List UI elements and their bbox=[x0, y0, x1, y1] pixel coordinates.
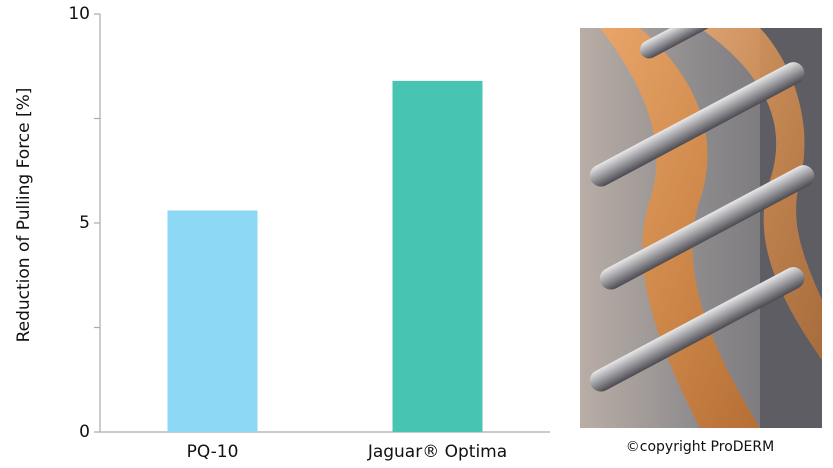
bar bbox=[392, 80, 483, 432]
photo-caption: ©copyright ProDERM bbox=[626, 439, 774, 455]
y-tick-label: 10 bbox=[68, 4, 90, 24]
y-axis-label: Reduction of Pulling Force [%] bbox=[14, 88, 34, 343]
x-tick-label: Jaguar® Optima bbox=[367, 442, 507, 462]
y-tick-label: 0 bbox=[79, 422, 90, 442]
bar bbox=[167, 210, 258, 432]
photo bbox=[580, 28, 822, 428]
y-tick-label: 5 bbox=[79, 213, 90, 233]
x-tick-label: PQ-10 bbox=[187, 442, 239, 462]
